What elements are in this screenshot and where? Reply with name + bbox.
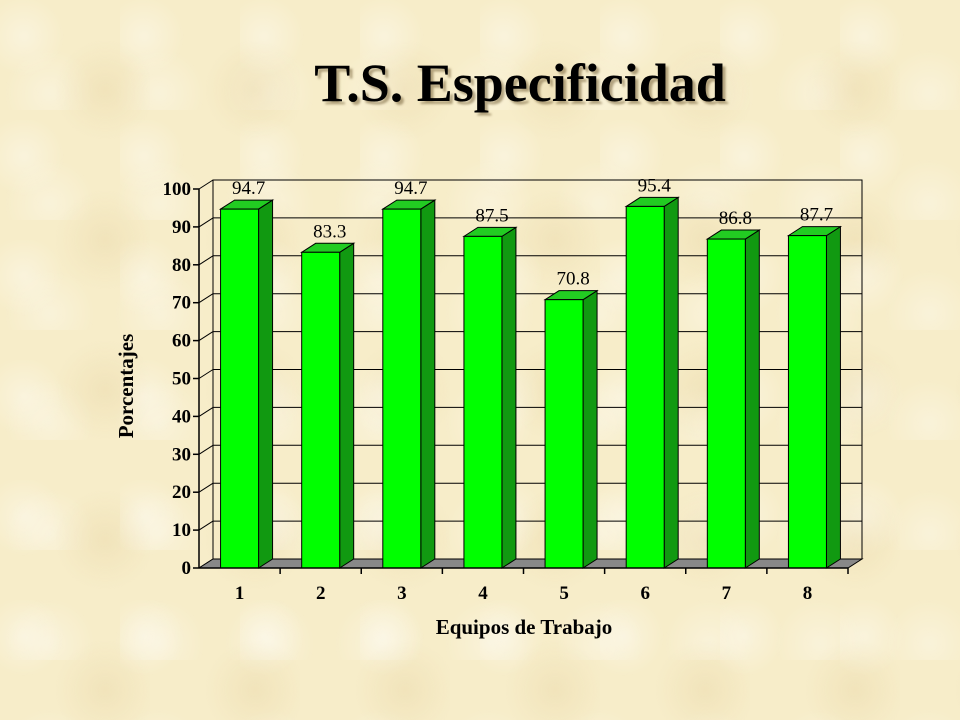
x-tick-label: 6 [640, 583, 650, 604]
data-label: 94.7 [232, 178, 265, 199]
x-tick-label: 4 [478, 583, 488, 604]
x-axis-label: Equipos de Trabajo [436, 615, 613, 639]
gridline-diagonal [198, 255, 214, 266]
bar-3: 94.7 [381, 178, 437, 569]
bar-side [744, 229, 760, 569]
bar-side [258, 199, 274, 569]
bar-8: 87.7 [786, 205, 843, 569]
data-label: 86.8 [719, 208, 752, 229]
y-tick-label: 80 [172, 255, 191, 276]
bars: 94.7 83.3 94.7 87.5 70.8 95.4 86.8 87.7 [218, 175, 843, 569]
data-label: 70.8 [556, 269, 589, 290]
y-tick-label: 70 [172, 293, 191, 314]
data-label: 83.3 [313, 221, 346, 242]
bar-front [706, 238, 746, 569]
bar-side [339, 242, 355, 569]
y-tick-label: 10 [172, 520, 191, 541]
bar-front [463, 235, 503, 569]
gridline-diagonal [198, 331, 214, 342]
data-label: 87.7 [800, 205, 833, 226]
bar-1: 94.7 [218, 178, 275, 569]
y-axis-label: Porcentajes [114, 334, 138, 439]
gridline-diagonal [198, 406, 214, 417]
y-tick-label: 90 [172, 217, 191, 238]
x-tick-label: 7 [722, 583, 732, 604]
y-tick-label: 100 [163, 179, 192, 200]
bar-4: 87.5 [462, 205, 518, 569]
bar-front [382, 208, 422, 569]
data-label: 87.5 [475, 205, 508, 226]
bar-side [501, 226, 517, 569]
y-tick-label: 60 [172, 331, 191, 352]
gridlines [198, 179, 862, 569]
data-label: 94.7 [394, 178, 427, 199]
bar-6: 95.4 [624, 175, 680, 569]
bar-front [301, 251, 341, 569]
bar-7: 86.8 [705, 208, 762, 569]
bar-5: 70.8 [543, 269, 599, 569]
bar-front [787, 235, 827, 569]
y-tick-label: 30 [172, 444, 191, 465]
gridline-diagonal [198, 444, 214, 455]
gridline-diagonal [198, 179, 214, 190]
gridline-diagonal [198, 369, 214, 379]
gridline-diagonal [198, 293, 214, 304]
x-tick-label: 1 [235, 583, 245, 604]
x-tick-label: 3 [397, 583, 407, 604]
bar-front [544, 299, 584, 569]
y-tick-label: 50 [172, 369, 191, 390]
x-tick-label: 5 [559, 583, 569, 604]
bar-side [825, 225, 841, 569]
y-tick-label: 20 [172, 482, 191, 503]
floor-plane [197, 558, 864, 569]
y-tick-label: 0 [182, 558, 192, 579]
data-label: 95.4 [638, 175, 672, 196]
gridline-diagonal [198, 520, 214, 531]
bar-front [625, 205, 665, 569]
x-tick-label: 8 [803, 583, 813, 604]
x-tick-label: 2 [316, 583, 326, 604]
x-axis: 1 2 3 4 5 6 7 8 [199, 567, 849, 604]
bar-2: 83.3 [299, 221, 356, 569]
chart-floor [197, 558, 864, 569]
bar-side [420, 199, 436, 569]
y-tick-label: 40 [172, 406, 191, 427]
gridline-diagonal [198, 482, 214, 493]
y-axis: 0 10 20 30 40 50 60 70 80 90 100 [163, 179, 200, 579]
bar-front [220, 208, 260, 569]
page-title: T.S. Especificidad [314, 53, 726, 113]
bar-side [582, 289, 598, 569]
bar-side [663, 196, 679, 569]
gridline-diagonal [198, 217, 214, 228]
